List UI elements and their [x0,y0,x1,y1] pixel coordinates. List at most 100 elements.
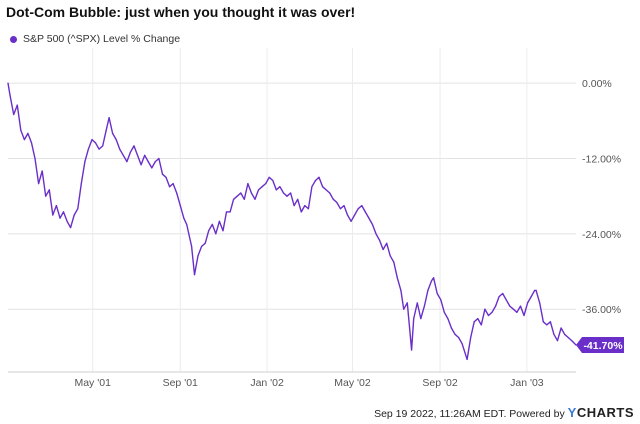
last-value-tag-bg [576,336,624,353]
data-point [165,176,167,178]
data-point [406,302,408,304]
data-point [45,195,47,197]
data-point [546,324,548,326]
data-point [567,336,569,339]
data-point [318,176,320,178]
data-point [279,186,281,188]
data-point [158,157,160,160]
data-point [386,242,388,244]
data-point [413,318,415,320]
data-point [66,220,68,222]
data-point [300,211,302,213]
data-point [466,358,468,361]
data-point [368,217,370,219]
y-tick-label: 0.00% [582,78,612,90]
data-point [77,208,79,210]
data-point [126,161,128,163]
data-point [400,289,402,291]
data-point [509,305,511,307]
data-point [491,311,493,313]
data-point [254,198,256,200]
data-point [41,170,43,172]
data-point [410,349,413,351]
data-point [16,104,18,106]
data-point [534,289,536,291]
legend-dot-icon [10,35,17,43]
data-point [119,148,121,150]
x-tick-label: Jan '02 [250,377,284,389]
data-point [87,148,90,150]
ycharts-logo-y: Y [567,405,577,420]
data-point [523,314,525,317]
data-point [122,154,124,156]
data-point [23,139,25,141]
data-point [484,308,486,310]
data-point [454,333,456,335]
data-point [183,217,185,219]
data-point [322,186,324,188]
data-point [261,186,263,188]
data-point [470,336,472,339]
data-point [229,211,231,213]
data-point [7,82,9,84]
data-point [564,333,566,335]
data-point [297,198,299,200]
data-point [282,192,285,194]
data-point [102,145,104,147]
ycharts-logo[interactable]: YCHARTS [568,405,634,420]
data-point [539,302,541,304]
legend-label: S&P 500 (^SPX) Level % Change [23,33,181,45]
data-point [487,314,490,317]
data-point [311,186,313,188]
data-point [553,333,555,335]
data-point [535,289,537,291]
data-point [339,208,342,210]
data-point [73,214,75,216]
data-point [571,340,573,342]
data-point [48,189,50,191]
data-point [243,198,245,200]
data-point [480,324,482,326]
data-point [427,289,429,291]
x-tick-label: May '01 [74,377,111,389]
data-point [172,183,174,185]
data-point [343,204,345,207]
data-point [526,302,529,304]
data-point [268,176,270,178]
data-point [233,198,235,200]
legend[interactable]: S&P 500 (^SPX) Level % Change [10,33,180,45]
data-point [168,186,171,188]
y-tick-label: -36.00% [582,304,621,316]
data-point [62,211,65,213]
data-point [27,132,29,134]
data-point [112,132,114,134]
data-point [457,336,460,339]
data-point [108,117,110,119]
data-point [211,223,213,226]
data-point [115,139,117,141]
chart-title: Dot-Com Bubble: just when you thought it… [6,4,356,20]
data-point [55,204,58,207]
data-point [147,161,149,163]
data-point [247,183,249,185]
data-point [222,230,224,232]
data-point [494,305,497,307]
data-point [140,164,142,166]
series-line-spx[interactable] [7,82,577,361]
footer: Sep 19 2022, 11:26AM EDT. Powered by YCH… [374,405,634,420]
x-tick-label: May '02 [334,377,371,389]
data-point [289,192,292,194]
data-point [336,201,338,204]
data-point [477,318,479,320]
data-point [549,321,551,323]
data-point [208,230,210,232]
data-point [382,248,384,251]
data-point [393,261,395,263]
data-point [542,321,544,323]
data-point [396,277,398,279]
y-tick-label: -12.00% [582,153,621,165]
data-point [357,208,359,210]
y-tick-label: -24.00% [582,229,621,241]
data-point [218,220,220,222]
